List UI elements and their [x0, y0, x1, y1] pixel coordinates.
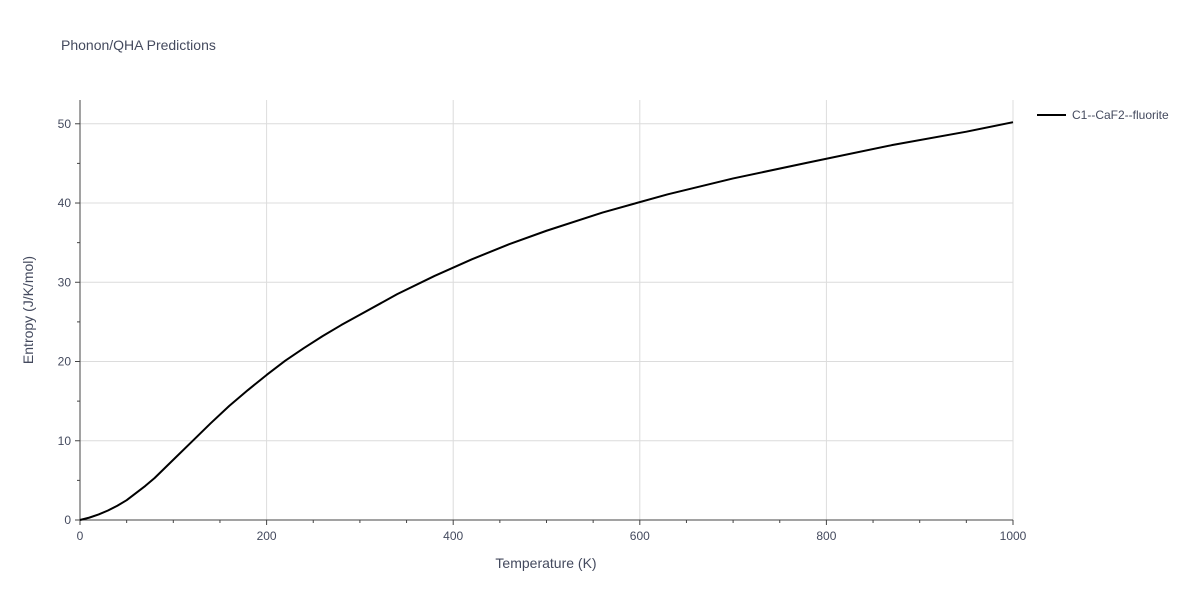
y-tick-label: 0: [64, 513, 71, 527]
chart-title: Phonon/QHA Predictions: [61, 37, 216, 53]
x-tick-label: 800: [816, 529, 836, 543]
legend[interactable]: C1--CaF2--fluorite: [1037, 108, 1169, 122]
legend-label: C1--CaF2--fluorite: [1072, 108, 1169, 122]
x-tick-label: 600: [630, 529, 650, 543]
y-tick-label: 30: [58, 275, 72, 289]
y-axis-title: Entropy (J/K/mol): [20, 256, 36, 364]
axes: [79, 100, 1013, 521]
series-line: [79, 121, 1014, 521]
y-ticks: 0 10 20 30 40 50: [58, 117, 80, 527]
x-tick-label: 400: [443, 529, 463, 543]
y-tick-label: 50: [58, 117, 72, 131]
x-axis-title: Temperature (K): [495, 555, 596, 571]
x-tick-label: 1000: [1000, 529, 1027, 543]
series-lines: [79, 121, 1014, 521]
y-tick-label: 40: [58, 196, 72, 210]
y-tick-label: 10: [58, 434, 72, 448]
x-ticks: 0 200 400 600 800 1000: [77, 520, 1027, 543]
y-tick-label: 20: [58, 355, 72, 369]
x-tick-label: 0: [77, 529, 84, 543]
grid-lines: [80, 100, 1014, 520]
x-tick-label: 200: [257, 529, 277, 543]
